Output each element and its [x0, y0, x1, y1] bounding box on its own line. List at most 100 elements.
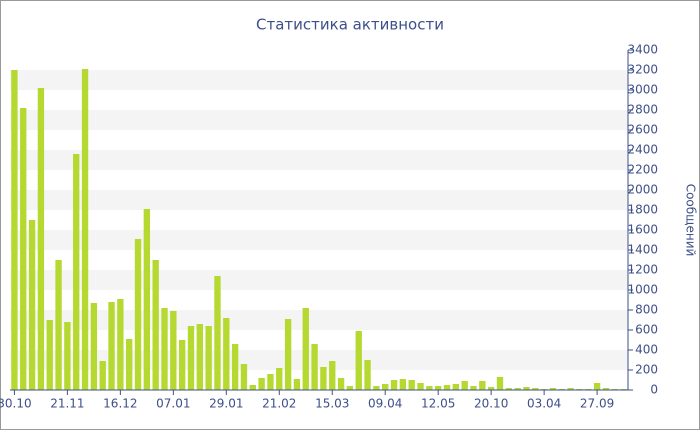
x-tick-label: 21.11 [50, 397, 84, 411]
grid-band [10, 70, 628, 90]
y-tick-label: 3000 [627, 83, 658, 97]
bar [223, 318, 230, 390]
bar [435, 386, 442, 390]
bar [143, 209, 151, 390]
bar [28, 220, 36, 390]
bar [302, 308, 309, 390]
y-tick-label: 400 [635, 343, 658, 357]
y-tick-label: 1000 [627, 283, 658, 297]
bar [452, 384, 460, 390]
bar [364, 360, 371, 390]
y-tick-label: 2400 [627, 143, 658, 157]
grid-band [10, 190, 628, 210]
bar [46, 320, 53, 390]
bar [55, 260, 62, 390]
x-tick-label: 21.02 [262, 397, 296, 411]
bar [258, 378, 265, 390]
bar [532, 388, 539, 390]
y-tick-label: 2600 [627, 123, 658, 137]
y-tick-label: 2800 [627, 103, 658, 117]
bar [284, 319, 292, 390]
bar [346, 386, 354, 390]
y-tick-label: 0 [650, 383, 658, 397]
y-tick-label: 600 [635, 323, 658, 337]
bar [399, 379, 407, 390]
bar [249, 385, 256, 390]
bar [117, 299, 124, 390]
bar [90, 303, 98, 390]
bar [214, 276, 221, 390]
bar [382, 384, 389, 390]
y-tick-label: 2200 [627, 163, 658, 177]
bar [134, 239, 142, 390]
y-tick-label: 1800 [627, 203, 658, 217]
bar [152, 260, 159, 390]
bar [373, 386, 380, 390]
y-tick-label: 1400 [627, 243, 658, 257]
y-tick-label: 200 [635, 363, 658, 377]
grid-band [10, 150, 628, 170]
bar [602, 388, 610, 390]
x-tick-label: 16.12 [103, 397, 137, 411]
bar [205, 326, 212, 390]
bar [593, 383, 601, 390]
bar [355, 331, 362, 390]
grid-band [10, 110, 628, 130]
y-tick-label: 3400 [627, 43, 658, 57]
grid-band [10, 230, 628, 250]
x-tick-label: 20.10 [474, 397, 508, 411]
bar [240, 364, 248, 390]
bar [126, 339, 133, 390]
bar [523, 387, 530, 390]
bar [567, 388, 574, 390]
y-tick-label: 3200 [627, 63, 658, 77]
chart-title: Статистика активности [256, 16, 444, 34]
x-tick-label: 30.10 [0, 397, 32, 411]
bar [426, 386, 433, 390]
grid-band [10, 270, 628, 290]
bar [20, 108, 27, 390]
x-tick-label: 15.03 [315, 397, 349, 411]
bar [170, 311, 177, 390]
bar [549, 388, 557, 390]
x-tick-label: 09.04 [368, 397, 402, 411]
bar [337, 378, 345, 390]
bar [470, 386, 477, 390]
bar [443, 385, 451, 390]
bar [276, 368, 283, 390]
y-tick-label: 800 [635, 303, 658, 317]
x-tick-label: 07.01 [156, 397, 190, 411]
bar [479, 381, 486, 390]
grid-band [10, 310, 628, 330]
x-tick-label: 27.09 [580, 397, 614, 411]
y-tick-label: 2000 [627, 183, 658, 197]
x-tick-label: 03.04 [527, 397, 561, 411]
bar [81, 69, 89, 390]
bar [267, 374, 274, 390]
bar [99, 361, 106, 390]
bar [187, 326, 195, 390]
bar [161, 308, 168, 390]
bar [514, 388, 521, 390]
x-tick-label: 29.01 [209, 397, 243, 411]
bar [329, 361, 336, 390]
bar [505, 388, 512, 390]
bar [73, 154, 80, 390]
bar [11, 70, 18, 390]
bar [487, 387, 495, 390]
y-axis-title: Сообщений [684, 184, 698, 257]
bar [496, 377, 504, 390]
bar [390, 380, 398, 390]
bar [417, 383, 424, 390]
bar [311, 344, 318, 390]
bar [196, 324, 203, 390]
bar [37, 88, 45, 390]
bar [64, 322, 71, 390]
bar [108, 302, 115, 390]
bar [408, 380, 415, 390]
bar [320, 367, 327, 390]
y-tick-label: 1600 [627, 223, 658, 237]
y-tick-label: 1200 [627, 263, 658, 277]
